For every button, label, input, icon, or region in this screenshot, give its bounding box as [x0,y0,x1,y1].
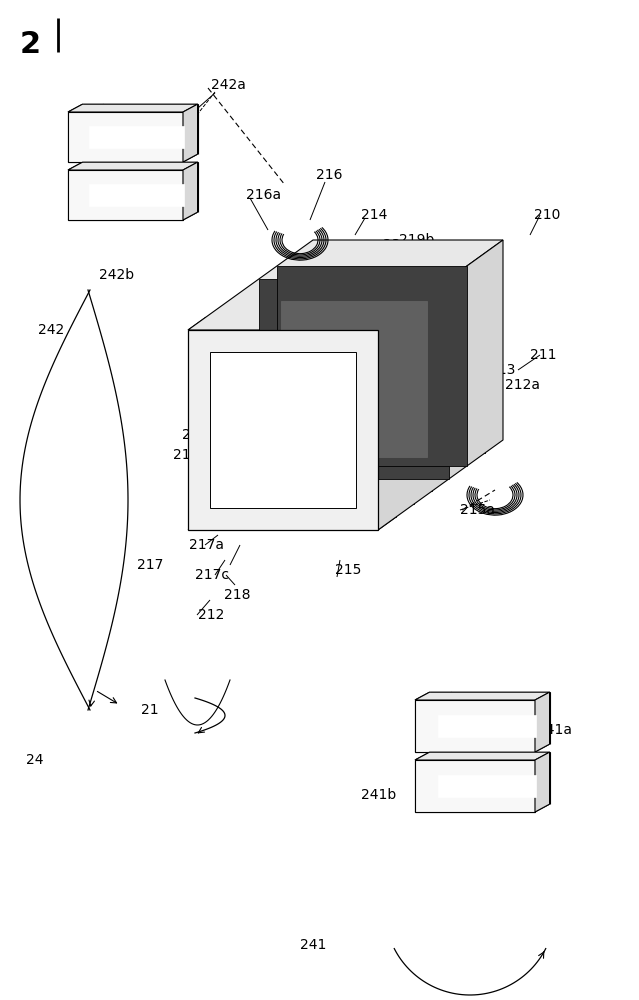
Polygon shape [535,752,550,812]
Text: 216: 216 [316,168,343,182]
Text: 212: 212 [198,608,224,622]
Polygon shape [188,330,378,530]
Polygon shape [68,162,197,170]
Text: 23: 23 [406,353,423,367]
Polygon shape [378,240,503,530]
Polygon shape [68,112,183,162]
Text: 22: 22 [406,283,423,297]
Text: 242b: 242b [99,268,134,282]
Text: 23: 23 [383,238,401,252]
Text: 217a: 217a [189,538,224,552]
Text: 210: 210 [534,208,560,222]
Text: 216a: 216a [246,188,281,202]
Polygon shape [438,715,536,737]
Text: 214: 214 [361,208,387,222]
Text: 242a: 242a [211,78,246,92]
Polygon shape [415,692,550,700]
Text: 213: 213 [489,363,515,377]
Text: 2: 2 [20,30,41,59]
Text: 212a: 212a [505,378,540,392]
Polygon shape [188,240,503,330]
Text: 241b: 241b [361,788,396,802]
Polygon shape [246,326,392,482]
Polygon shape [224,304,413,504]
Polygon shape [535,692,550,752]
Polygon shape [295,253,485,453]
Text: 241: 241 [300,938,327,952]
Text: 212b: 212b [460,278,495,292]
Text: 242: 242 [38,323,65,337]
Polygon shape [183,104,197,162]
Text: 241a: 241a [537,723,572,737]
Polygon shape [415,752,550,760]
Polygon shape [183,162,197,220]
Polygon shape [317,275,463,431]
Polygon shape [68,104,197,112]
Polygon shape [242,291,431,491]
Polygon shape [415,700,535,752]
Text: 211: 211 [530,348,557,362]
Text: 218: 218 [224,588,250,602]
Polygon shape [206,317,396,517]
Text: 217d: 217d [198,503,233,517]
Text: 217b: 217b [173,448,208,462]
Text: 218: 218 [182,428,208,442]
Polygon shape [210,352,356,508]
Text: 22b: 22b [447,258,473,272]
Polygon shape [415,760,535,812]
Polygon shape [438,775,536,797]
Polygon shape [89,184,184,206]
Text: 217: 217 [137,558,164,572]
Polygon shape [89,126,184,148]
Polygon shape [68,170,183,220]
Text: 21: 21 [141,703,158,717]
Text: 24: 24 [26,753,43,767]
Polygon shape [281,301,427,457]
Text: 22a: 22a [422,308,448,322]
Text: 219a: 219a [444,308,479,322]
Text: 219b: 219b [399,233,435,247]
Text: 215a: 215a [460,503,495,517]
Polygon shape [277,266,467,466]
Text: 215: 215 [335,563,362,577]
Text: 217c: 217c [195,568,229,582]
Polygon shape [259,279,449,479]
